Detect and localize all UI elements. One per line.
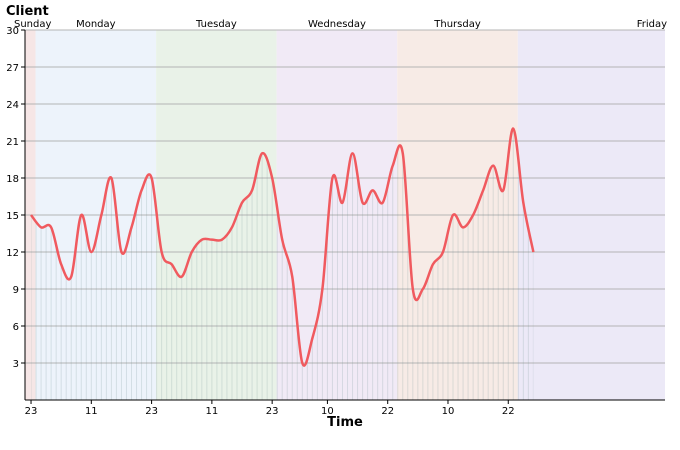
data-point xyxy=(30,214,32,216)
x-tick-label: 23 xyxy=(266,406,279,417)
data-point xyxy=(271,177,273,179)
data-point xyxy=(492,165,494,167)
data-point xyxy=(462,226,464,228)
x-tick-label: 22 xyxy=(502,406,515,417)
data-point xyxy=(502,189,504,191)
data-point xyxy=(372,189,374,191)
data-point xyxy=(181,276,183,278)
x-ticks: 23 11 23 11 23 10 22 10 22 xyxy=(25,400,515,417)
data-point xyxy=(211,239,213,241)
series-line xyxy=(30,127,535,367)
data-point xyxy=(221,239,223,241)
data-point xyxy=(472,214,474,216)
y-tick-label: 18 xyxy=(6,174,19,185)
data-point xyxy=(301,362,303,364)
data-point xyxy=(432,263,434,265)
data-point xyxy=(331,177,333,179)
data-point xyxy=(40,226,42,228)
data-point xyxy=(402,152,404,154)
data-point xyxy=(452,214,454,216)
y-tick-label: 6 xyxy=(13,322,19,333)
data-point xyxy=(241,202,243,204)
data-point xyxy=(201,239,203,241)
data-point xyxy=(90,251,92,253)
data-point xyxy=(161,251,163,253)
data-point xyxy=(80,214,82,216)
day-label: Friday xyxy=(637,19,667,30)
y-tick-label: 3 xyxy=(13,359,19,370)
y-tick-label: 24 xyxy=(6,100,19,111)
day-label: Thursday xyxy=(433,19,481,30)
data-point xyxy=(482,189,484,191)
x-tick-label: 23 xyxy=(145,406,158,417)
data-point xyxy=(512,128,514,130)
data-point xyxy=(341,202,343,204)
data-point xyxy=(251,189,253,191)
data-point xyxy=(291,276,293,278)
x-tick-label: 11 xyxy=(85,406,98,417)
y-tick-label: 9 xyxy=(13,285,19,296)
data-point xyxy=(382,202,384,204)
day-label: Tuesday xyxy=(195,19,237,30)
data-point xyxy=(311,337,313,339)
data-point xyxy=(171,263,173,265)
day-label: Monday xyxy=(76,19,116,30)
chart-title: Client xyxy=(6,4,49,19)
data-point xyxy=(442,251,444,253)
x-tick-label: 22 xyxy=(381,406,394,417)
day-label: Sunday xyxy=(14,19,51,30)
x-tick-label: 11 xyxy=(206,406,219,417)
data-point xyxy=(191,251,193,253)
data-point xyxy=(60,263,62,265)
y-tick-label: 12 xyxy=(6,248,19,259)
data-point xyxy=(522,202,524,204)
data-point xyxy=(130,226,132,228)
data-point xyxy=(261,152,263,154)
data-point xyxy=(321,288,323,290)
data-point xyxy=(532,251,534,253)
data-point xyxy=(231,226,233,228)
y-tick-label: 30 xyxy=(6,26,19,37)
data-point xyxy=(110,177,112,179)
data-point xyxy=(362,202,364,204)
day-bands: Sunday Monday Tuesday Wednesday Thursday Frid… xyxy=(14,19,667,400)
data-point xyxy=(412,288,414,290)
y-grid: 3 6 9 12 15 18 21 24 27 30 xyxy=(6,26,665,370)
data-point xyxy=(70,276,72,278)
x-tick-label: 10 xyxy=(321,406,334,417)
data-point xyxy=(120,251,122,253)
data-point xyxy=(392,165,394,167)
data-point xyxy=(281,239,283,241)
data-point xyxy=(422,288,424,290)
x-axis-title: Time xyxy=(327,415,363,430)
data-point xyxy=(141,189,143,191)
y-tick-label: 27 xyxy=(6,63,19,74)
x-tick-label: 10 xyxy=(442,406,455,417)
data-point xyxy=(100,214,102,216)
data-point xyxy=(352,152,354,154)
day-label: Wednesday xyxy=(308,19,366,30)
data-point xyxy=(50,226,52,228)
y-tick-label: 15 xyxy=(6,211,19,222)
data-point xyxy=(151,177,153,179)
y-tick-label: 21 xyxy=(6,137,19,148)
x-tick-label: 23 xyxy=(25,406,38,417)
